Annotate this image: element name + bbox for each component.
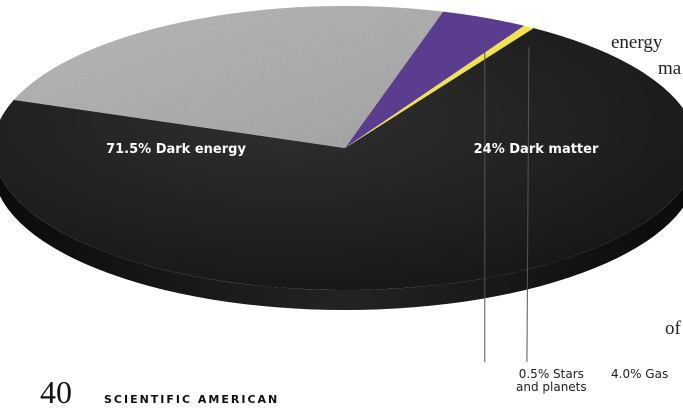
stars-planets-callout: 0.5% Stars and planets xyxy=(516,368,587,394)
article-text-line-4: of xyxy=(665,318,681,339)
slice-stars-and-planets xyxy=(345,25,534,149)
pie-top xyxy=(0,5,683,290)
pie-chart: 71.5% Dark energy 24% Dark matter xyxy=(0,5,683,363)
stars-callout-line-2: and planets xyxy=(516,380,587,394)
page-number: 40 xyxy=(40,374,72,410)
page: 4.5 ± 0.1 pe energy ma of xyxy=(0,5,683,408)
pie-callout-lines xyxy=(484,37,530,363)
slice-dark-matter-texture xyxy=(13,5,444,148)
leader-stars-and-planets xyxy=(526,46,530,363)
pie-side-wall xyxy=(0,176,683,310)
stars-callout-line-1: 0.5% Stars xyxy=(518,367,584,381)
article-text-line-3: ma xyxy=(658,58,682,79)
slice-dark-energy xyxy=(0,28,683,290)
article-text-line-2: energy xyxy=(611,32,663,53)
side-dark-energy xyxy=(0,176,683,310)
gas-callout: 4.0% Gas xyxy=(611,367,669,381)
slice-gas xyxy=(345,11,525,149)
